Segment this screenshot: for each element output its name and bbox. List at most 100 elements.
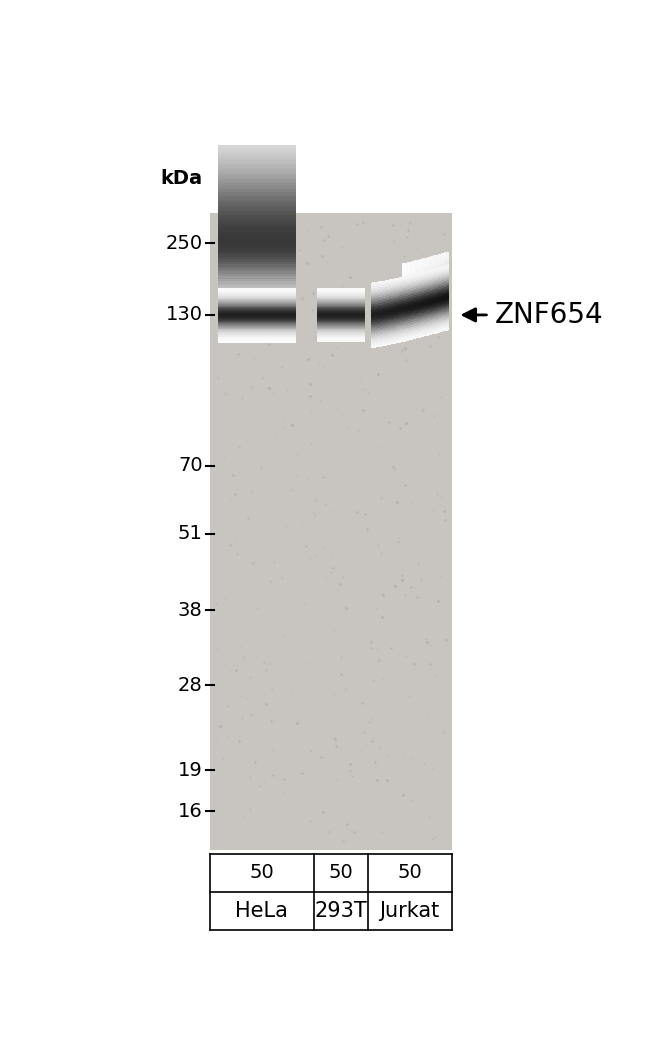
Bar: [424, 263, 426, 265]
Bar: [385, 301, 387, 303]
Bar: [405, 332, 407, 335]
Bar: [425, 277, 428, 280]
Bar: [439, 319, 441, 321]
Bar: [444, 311, 446, 313]
Bar: [400, 337, 402, 339]
Bar: [435, 323, 437, 325]
Bar: [317, 289, 365, 292]
Bar: [410, 269, 411, 271]
Bar: [413, 317, 415, 320]
Bar: [422, 318, 424, 321]
Bar: [406, 331, 409, 333]
Bar: [416, 300, 418, 303]
Bar: [416, 269, 418, 271]
Bar: [374, 332, 376, 335]
Bar: [370, 324, 372, 328]
Bar: [436, 277, 438, 280]
Bar: [419, 272, 421, 276]
Bar: [424, 276, 426, 279]
Bar: [425, 279, 428, 281]
Bar: [415, 304, 417, 306]
Bar: [419, 316, 421, 318]
Bar: [383, 322, 385, 325]
Bar: [377, 282, 379, 284]
Bar: [446, 273, 448, 276]
Bar: [397, 340, 399, 343]
Bar: [419, 269, 421, 272]
Bar: [419, 276, 421, 278]
Bar: [427, 333, 429, 336]
Bar: [218, 189, 296, 193]
Bar: [443, 264, 445, 266]
Bar: [396, 312, 398, 314]
Bar: [427, 260, 429, 263]
Bar: [417, 281, 419, 283]
Bar: [438, 331, 440, 333]
Bar: [422, 290, 424, 294]
Bar: [447, 290, 449, 293]
Bar: [421, 287, 422, 289]
Bar: [370, 334, 372, 337]
Bar: [218, 333, 296, 335]
Bar: [439, 329, 441, 331]
Bar: [404, 287, 406, 289]
Bar: [317, 340, 365, 341]
Bar: [417, 276, 419, 279]
Bar: [374, 336, 376, 338]
Bar: [419, 297, 421, 299]
Bar: [425, 292, 428, 294]
Bar: [378, 339, 380, 342]
Bar: [446, 270, 448, 272]
Bar: [372, 342, 374, 344]
Bar: [430, 260, 432, 262]
Bar: [377, 334, 379, 336]
Bar: [441, 283, 443, 285]
Bar: [400, 285, 402, 287]
Bar: [404, 303, 406, 306]
Bar: [396, 323, 398, 325]
Bar: [404, 318, 406, 320]
Bar: [391, 318, 393, 320]
Bar: [382, 302, 383, 304]
Bar: [317, 300, 365, 302]
Bar: [218, 153, 296, 156]
Bar: [424, 299, 426, 301]
Bar: [400, 292, 402, 294]
Bar: [380, 307, 382, 310]
Bar: [218, 332, 296, 334]
Bar: [422, 275, 424, 277]
Bar: [386, 323, 388, 326]
Bar: [400, 329, 402, 331]
Bar: [218, 209, 296, 212]
Bar: [425, 304, 428, 307]
Bar: [416, 286, 418, 288]
Bar: [389, 296, 391, 298]
Bar: [415, 285, 417, 287]
Bar: [410, 302, 411, 304]
Bar: [372, 289, 374, 292]
Bar: [218, 145, 296, 148]
Bar: [378, 289, 380, 292]
Bar: [436, 265, 438, 267]
Bar: [438, 276, 440, 278]
Bar: [218, 207, 296, 210]
Bar: [402, 277, 404, 280]
Bar: [398, 337, 401, 339]
Bar: [406, 329, 409, 331]
Bar: [413, 276, 415, 278]
Bar: [447, 297, 449, 299]
Bar: [416, 314, 418, 316]
Bar: [438, 322, 440, 324]
Bar: [446, 307, 448, 310]
Bar: [410, 275, 411, 278]
Bar: [422, 323, 424, 325]
Bar: [218, 304, 296, 305]
Bar: [421, 335, 422, 337]
Bar: [394, 325, 396, 328]
Bar: [397, 326, 399, 329]
Bar: [380, 317, 382, 319]
Bar: [430, 258, 432, 261]
Bar: [421, 310, 422, 312]
Bar: [433, 263, 436, 265]
Bar: [396, 299, 398, 301]
